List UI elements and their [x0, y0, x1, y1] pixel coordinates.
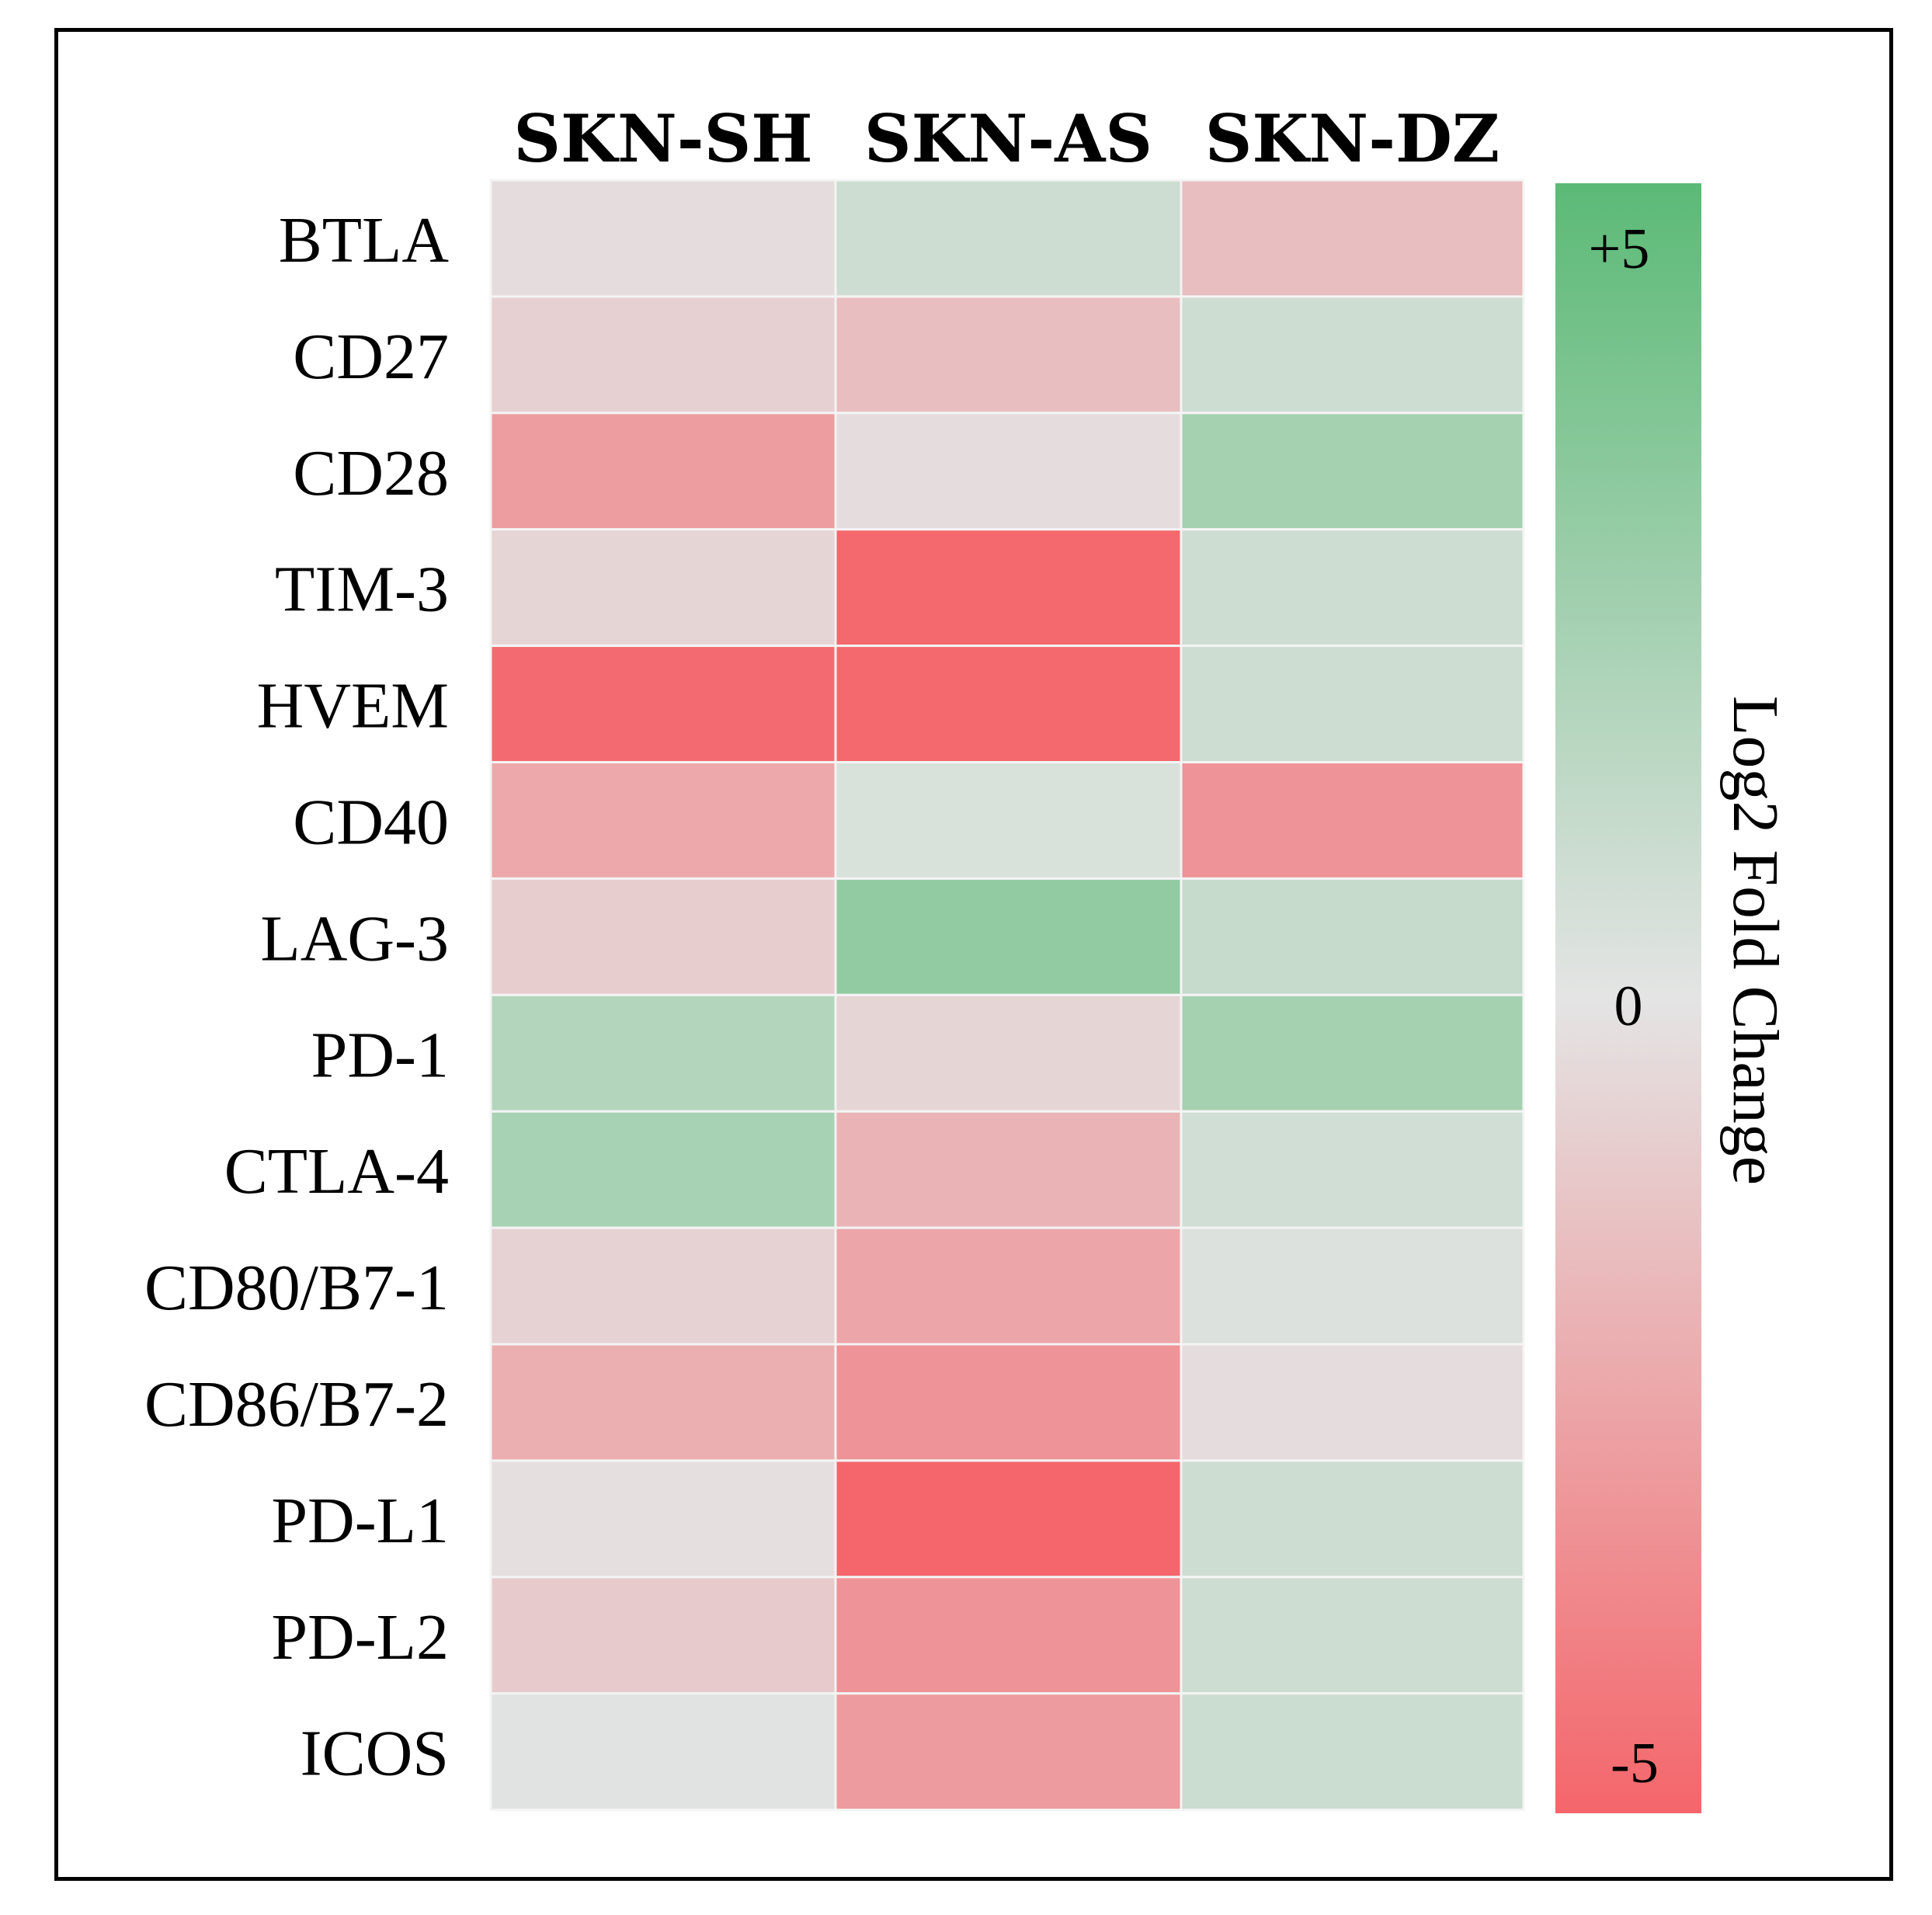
colorbar-tick-max: +5 [1589, 217, 1650, 281]
row-label: CTLA-4 [224, 1135, 449, 1208]
heatmap-cell [834, 877, 1183, 996]
row-label: CD28 [293, 437, 449, 509]
heatmap-cell [1180, 1459, 1525, 1579]
heatmap-cell [489, 1110, 837, 1229]
heatmap-cell [1180, 1343, 1525, 1462]
column-label: SKN-DZ [1205, 100, 1499, 177]
heatmap-cell [1180, 645, 1525, 763]
heatmap-cell [1180, 1692, 1525, 1812]
heatmap-cell [834, 1576, 1183, 1695]
heatmap-cell [1180, 877, 1525, 996]
heatmap-cell [1180, 528, 1525, 648]
column-labels: SKN-SH SKN-AS SKN-DZ [513, 100, 1499, 177]
row-label: PD-L2 [271, 1601, 449, 1673]
heatmap-cell [489, 761, 837, 880]
column-label: SKN-SH [513, 100, 812, 177]
row-label: PD-1 [311, 1019, 449, 1091]
heatmap-cell [489, 528, 837, 648]
row-label: CD80/B7-1 [144, 1252, 449, 1324]
heatmap-cell [834, 761, 1183, 880]
heatmap-cell [834, 1226, 1183, 1346]
heatmap-cell [1180, 295, 1525, 415]
row-labels: BTLA CD27 CD28 TIM-3 HVEM CD40 LAG-3 PD-1 CTLA-4… [144, 204, 449, 1790]
row-label: CD86/B7-2 [144, 1368, 449, 1441]
heatmap-cell [489, 295, 837, 415]
figure-frame [54, 28, 1893, 1881]
heatmap-cell [489, 1459, 837, 1579]
heatmap-cell [1180, 1226, 1525, 1346]
row-label: CD27 [293, 321, 449, 393]
row-label: PD-L1 [271, 1485, 449, 1557]
heatmap-cell [1180, 761, 1525, 880]
heatmap-cell [834, 645, 1183, 763]
heatmap-cell [834, 993, 1183, 1113]
heatmap-cell [1180, 1110, 1525, 1229]
heatmap-cell [834, 1343, 1183, 1462]
column-label: SKN-AS [864, 100, 1152, 177]
row-label: ICOS [301, 1718, 449, 1790]
row-label: TIM-3 [275, 554, 449, 626]
heatmap-cell [834, 1459, 1183, 1579]
colorbar-gradient [1555, 183, 1701, 1813]
heatmap-cell [489, 877, 837, 996]
heatmap-cell [489, 1692, 837, 1812]
heatmap-cell [489, 412, 837, 531]
row-label: BTLA [279, 204, 450, 276]
colorbar: +5 0 -5 [1555, 183, 1701, 1813]
heatmap-cell [834, 295, 1183, 415]
heatmap-cell [489, 1226, 837, 1346]
heatmap-cell [1180, 993, 1525, 1113]
heatmap-cell [489, 1343, 837, 1462]
heatmap-cell [489, 179, 837, 298]
heatmap-cell [834, 1110, 1183, 1229]
row-label: HVEM [257, 670, 449, 742]
heatmap-cell [489, 1576, 837, 1695]
heatmap-cell [834, 179, 1183, 298]
heatmap-cell [834, 528, 1183, 648]
row-label: LAG-3 [260, 902, 449, 975]
row-label: CD40 [293, 786, 449, 858]
heatmap-cell [489, 993, 837, 1113]
heatmap-cell [1180, 179, 1525, 298]
heatmap-cells [489, 179, 1525, 1812]
colorbar-tick-min: -5 [1611, 1732, 1659, 1795]
colorbar-title: Log2 Fold Change [1719, 696, 1791, 1185]
heatmap-cell [489, 645, 837, 763]
colorbar-tick-zero: 0 [1614, 975, 1643, 1038]
heatmap-cell [1180, 412, 1525, 531]
heatmap-cell [1180, 1576, 1525, 1695]
heatmap-cell [834, 1692, 1183, 1812]
heatmap-cell [834, 412, 1183, 531]
